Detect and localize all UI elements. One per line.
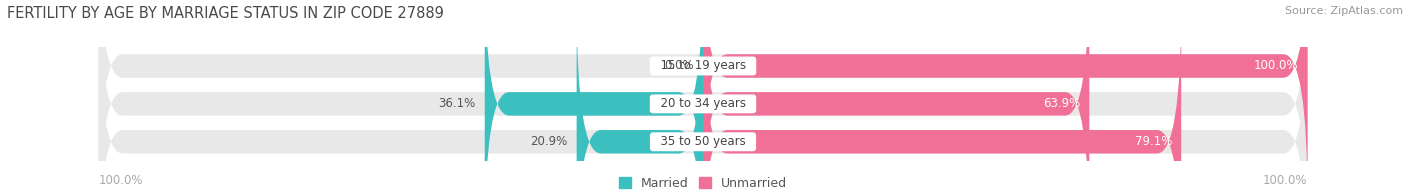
FancyBboxPatch shape bbox=[703, 0, 1308, 196]
FancyBboxPatch shape bbox=[703, 0, 1090, 196]
Legend: Married, Unmarried: Married, Unmarried bbox=[619, 177, 787, 190]
Text: 20.9%: 20.9% bbox=[530, 135, 568, 148]
FancyBboxPatch shape bbox=[576, 2, 703, 196]
FancyBboxPatch shape bbox=[485, 0, 703, 196]
Text: Source: ZipAtlas.com: Source: ZipAtlas.com bbox=[1285, 6, 1403, 16]
Text: FERTILITY BY AGE BY MARRIAGE STATUS IN ZIP CODE 27889: FERTILITY BY AGE BY MARRIAGE STATUS IN Z… bbox=[7, 6, 444, 21]
Text: 100.0%: 100.0% bbox=[98, 174, 143, 187]
FancyBboxPatch shape bbox=[98, 2, 1308, 196]
FancyBboxPatch shape bbox=[98, 0, 1308, 196]
Text: 79.1%: 79.1% bbox=[1135, 135, 1173, 148]
Text: 100.0%: 100.0% bbox=[1263, 174, 1308, 187]
Text: 20 to 34 years: 20 to 34 years bbox=[652, 97, 754, 110]
Text: 0.0%: 0.0% bbox=[664, 60, 695, 73]
FancyBboxPatch shape bbox=[703, 2, 1181, 196]
Text: 15 to 19 years: 15 to 19 years bbox=[652, 60, 754, 73]
Text: 35 to 50 years: 35 to 50 years bbox=[652, 135, 754, 148]
Text: 100.0%: 100.0% bbox=[1254, 60, 1299, 73]
Text: 63.9%: 63.9% bbox=[1043, 97, 1080, 110]
FancyBboxPatch shape bbox=[98, 0, 1308, 196]
Text: 36.1%: 36.1% bbox=[439, 97, 475, 110]
